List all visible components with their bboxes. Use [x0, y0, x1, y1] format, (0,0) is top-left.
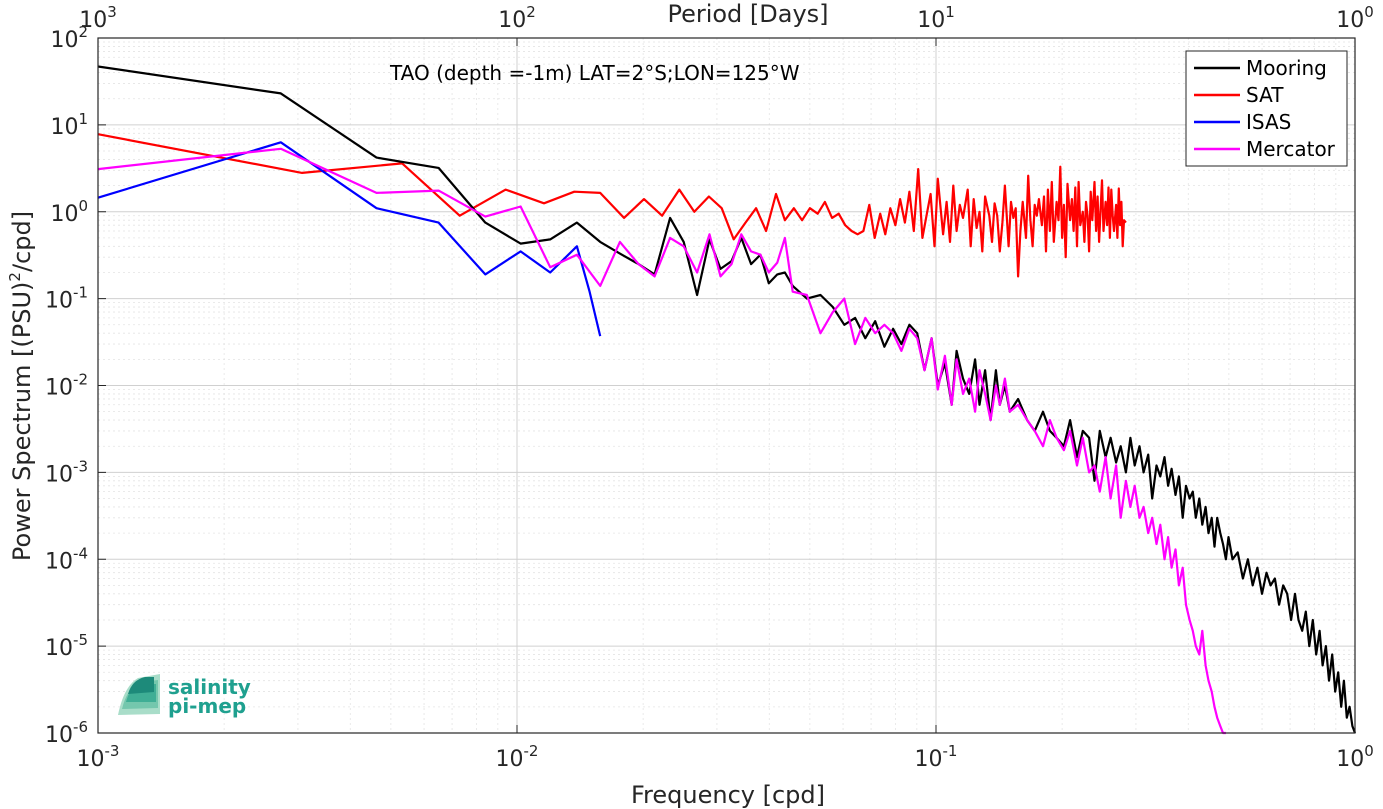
series-line-mooring — [97, 65, 1357, 734]
y-tick-label: 101 — [50, 110, 88, 140]
x-axis-label: Frequency [cpd] — [631, 781, 825, 809]
legend-label-sat: SAT — [1246, 83, 1284, 107]
logo-text-line1: salinity — [168, 675, 251, 699]
y-axis-label-tail: /cpd] — [8, 211, 36, 272]
legend-label-mercator: Mercator — [1246, 137, 1336, 161]
x-tick-label: 10-2 — [496, 742, 539, 772]
series-line-mercator — [97, 147, 1226, 735]
legend-label-mooring: Mooring — [1246, 56, 1327, 80]
legend: Mooring SAT ISAS Mercator — [1185, 50, 1348, 167]
logo-text-line2: pi-mep — [168, 694, 246, 718]
x2-tick-label: 102 — [498, 3, 536, 33]
wave-logo-icon — [118, 674, 160, 715]
y-axis-label-main: Power Spectrum [(PSU) — [8, 282, 36, 561]
series-line-sat — [97, 133, 1127, 278]
x-tick-label: 10-3 — [77, 742, 120, 772]
y-axis-label-sup: 2 — [6, 272, 24, 282]
legend-label-isas: ISAS — [1246, 110, 1291, 134]
series-layer — [97, 65, 1357, 735]
x-tick-label: 100 — [1336, 742, 1374, 772]
x2-tick-label: 101 — [917, 3, 955, 33]
x2-tick-label: 103 — [79, 3, 117, 33]
y-tick-label: 102 — [50, 23, 88, 53]
y-axis-label: Power Spectrum [(PSU)2/cpd] — [6, 211, 36, 561]
y-tick-label: 10-2 — [45, 371, 88, 401]
y-tick-label: 10-1 — [45, 284, 88, 314]
x2-axis-label: Period [Days] — [667, 0, 828, 28]
y-tick-label: 10-6 — [45, 718, 88, 748]
legend-box — [1185, 50, 1348, 167]
legend-entries: Mooring SAT ISAS Mercator — [1194, 56, 1336, 161]
chart-annotation: TAO (depth =-1m) LAT=2°S;LON=125°W — [389, 61, 800, 85]
x2-tick-label: 100 — [1336, 3, 1374, 33]
salinity-pi-mep-logo: salinity pi-mep — [118, 674, 251, 718]
y-tick-label: 10-3 — [45, 457, 88, 487]
y-tick-label: 10-5 — [45, 631, 88, 661]
series-line-isas — [97, 141, 602, 337]
x-tick-label: 10-1 — [915, 742, 958, 772]
y-tick-label: 10-4 — [45, 544, 88, 574]
y-tick-label: 100 — [50, 197, 88, 227]
